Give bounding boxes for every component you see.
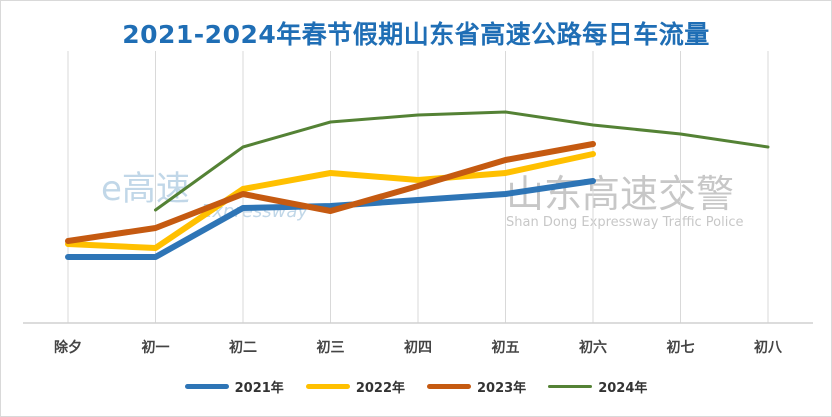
x-tick-label: 初二 <box>229 339 257 356</box>
x-tick-label: 初一 <box>142 339 170 356</box>
series-line-2024 <box>154 110 770 212</box>
x-tick-label: 除夕 <box>54 339 82 356</box>
x-tick-label: 初七 <box>667 339 695 356</box>
legend-label: 2022年 <box>355 381 405 396</box>
legend: 2021年 2022年 2023年 2024年 <box>1 377 831 396</box>
x-tick-label: 初三 <box>317 339 345 356</box>
legend-swatch <box>184 384 229 389</box>
legend-swatch <box>548 385 593 388</box>
legend-label: 2023年 <box>477 381 527 396</box>
watermark-police-logo: 山东高速交警 <box>506 172 735 216</box>
legend-item: 2021年 <box>184 377 284 396</box>
watermark-police-text: Shan Dong Expressway Traffic Police <box>506 215 744 230</box>
x-tick-label: 初五 <box>492 339 520 356</box>
legend-swatch <box>305 384 350 389</box>
legend-item: 2023年 <box>427 377 526 396</box>
x-tick-label: 初四 <box>404 339 432 356</box>
legend-swatch <box>427 384 471 389</box>
legend-label: 2021年 <box>234 381 284 396</box>
chart-title: 2021-2024年春节假期山东省高速公路每日车流量 <box>122 20 710 49</box>
x-tick-label: 初六 <box>579 339 607 356</box>
watermark-e-expressway-logo: e高速 <box>101 169 190 209</box>
legend-label: 2024年 <box>598 381 648 396</box>
x-tick-label: 初八 <box>754 339 783 356</box>
legend-item: 2022年 <box>305 377 405 396</box>
legend-item: 2024年 <box>548 377 647 396</box>
